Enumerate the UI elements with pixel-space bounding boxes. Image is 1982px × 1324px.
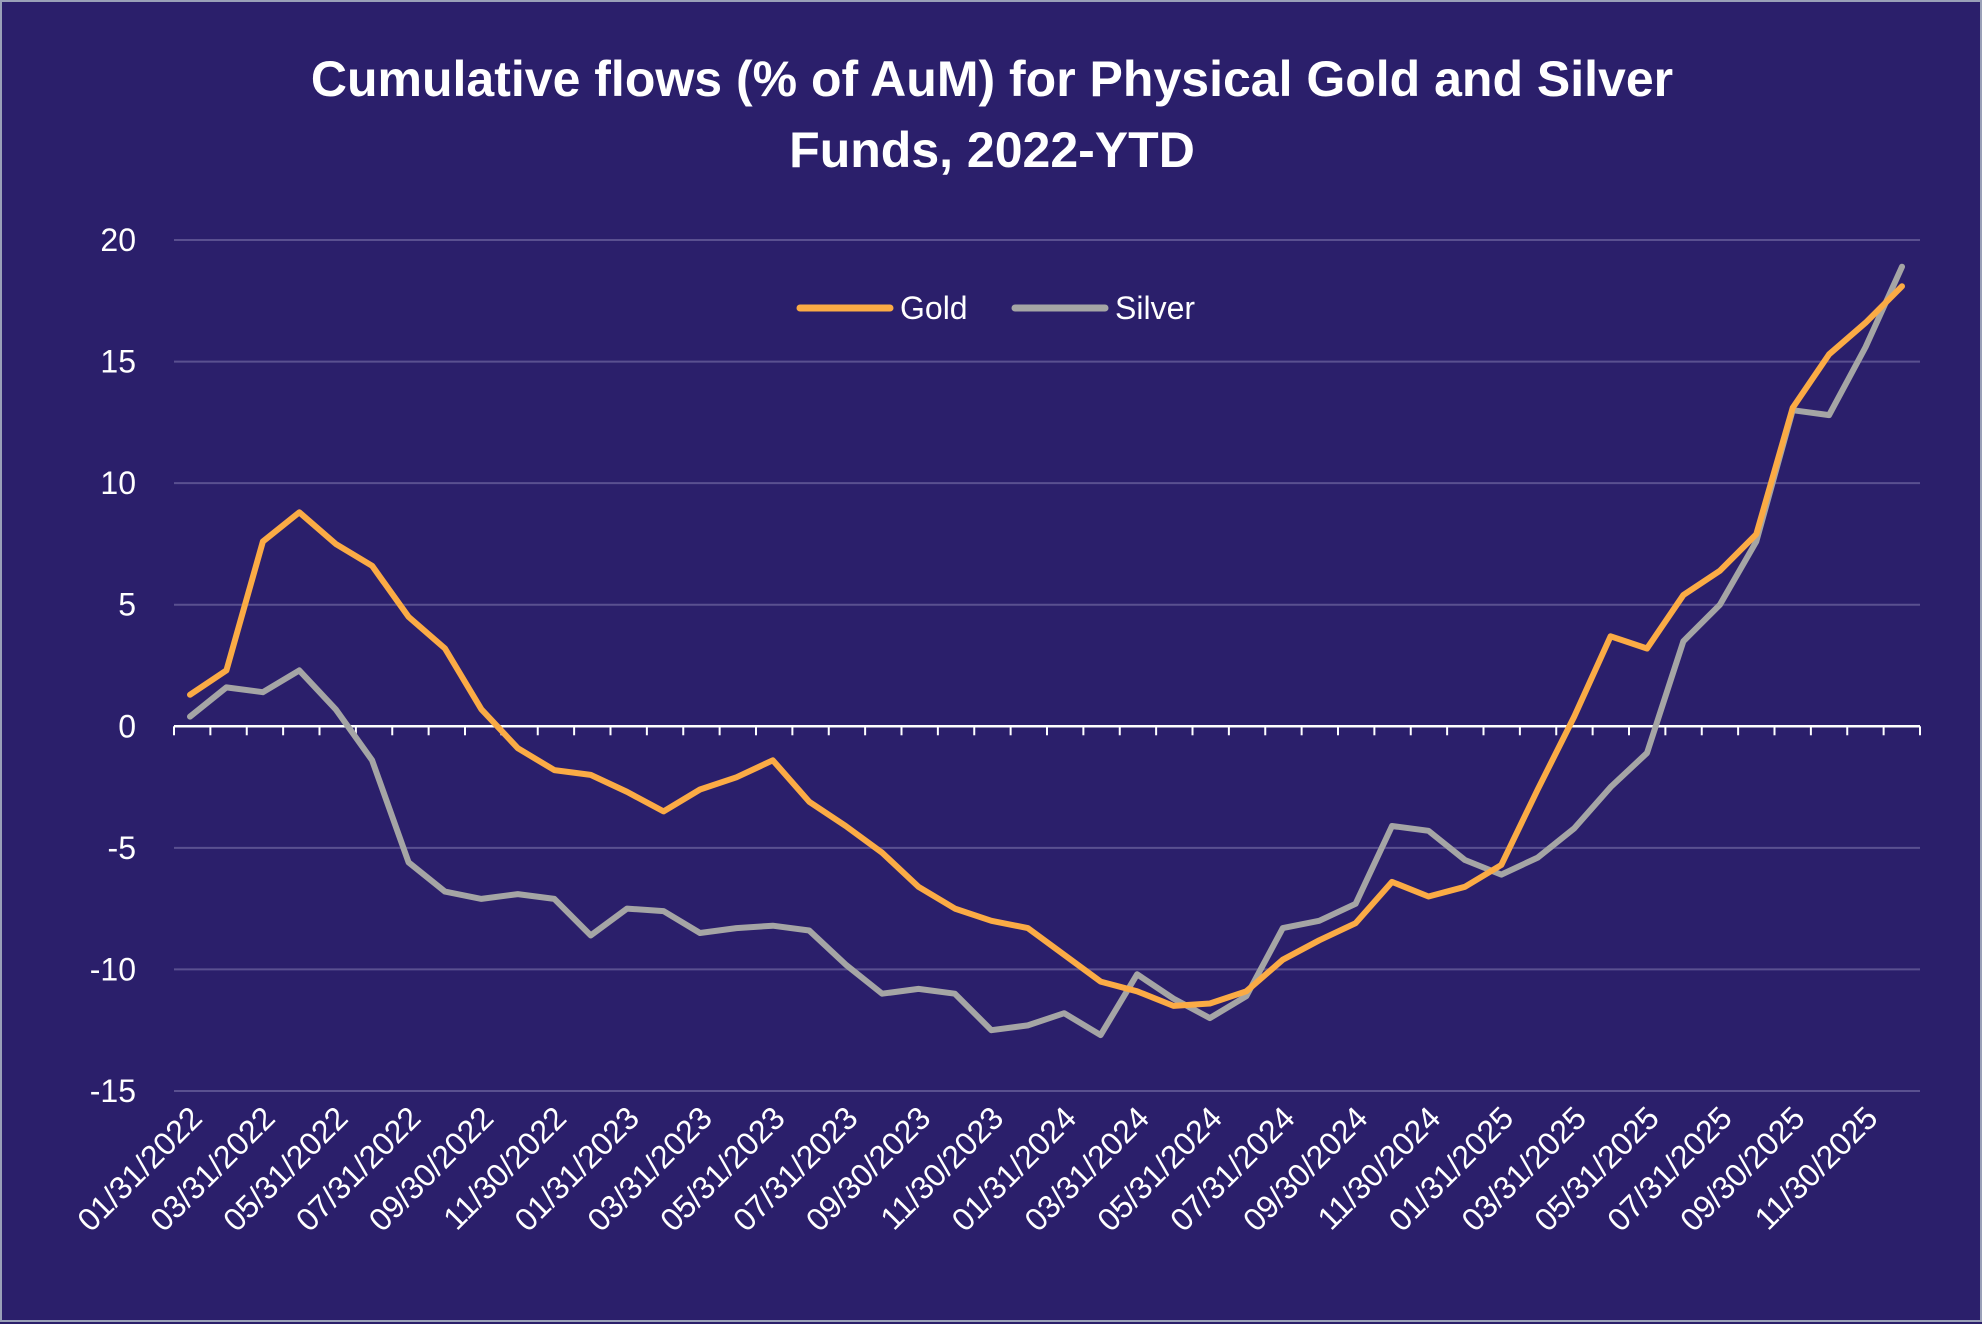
series-line-gold [187, 283, 1905, 1009]
y-tick-label: 10 [100, 465, 136, 501]
y-tick-label: 15 [100, 344, 136, 380]
y-tick-label: -10 [90, 951, 136, 987]
y-axis-tick-labels: 20 15 10 5 0 -5 -10 -15 [90, 222, 136, 1109]
series-line-silver [187, 263, 1905, 1039]
legend-label-gold: Gold [900, 290, 968, 326]
legend: Gold Silver [796, 290, 1195, 326]
legend-label-silver: Silver [1115, 290, 1195, 326]
y-tick-label: 20 [100, 222, 136, 258]
chart-title-line-1: Cumulative flows (% of AuM) for Physical… [311, 51, 1673, 107]
x-axis-tick-labels: 01/31/202203/31/202205/31/202207/31/2022… [70, 1099, 1884, 1238]
y-tick-label: 5 [118, 587, 136, 623]
y-tick-label: -5 [108, 830, 136, 866]
y-tick-label: -15 [90, 1073, 136, 1109]
series-lines [187, 263, 1905, 1039]
gridlines [174, 239, 1920, 1092]
chart-title-line-2: Funds, 2022-YTD [789, 122, 1195, 178]
y-tick-label: 0 [118, 708, 136, 744]
